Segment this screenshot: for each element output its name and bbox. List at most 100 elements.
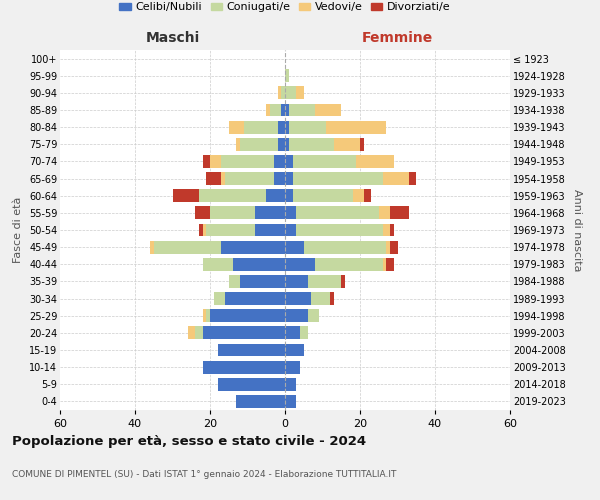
Bar bbox=[285, 104, 289, 117]
Bar bbox=[199, 224, 203, 236]
Bar bbox=[266, 104, 270, 117]
Bar bbox=[210, 206, 255, 220]
Bar bbox=[289, 138, 334, 150]
Bar bbox=[221, 172, 225, 185]
Bar bbox=[270, 104, 281, 117]
Y-axis label: Anni di nascita: Anni di nascita bbox=[572, 188, 583, 271]
Bar bbox=[285, 240, 304, 254]
Bar bbox=[203, 258, 233, 270]
Bar bbox=[255, 206, 285, 220]
Bar bbox=[203, 224, 206, 236]
Bar bbox=[281, 86, 285, 100]
Bar bbox=[379, 206, 390, 220]
Bar bbox=[285, 224, 296, 236]
Text: Popolazione per età, sesso e stato civile - 2024: Popolazione per età, sesso e stato civil… bbox=[12, 435, 366, 448]
Bar bbox=[315, 258, 383, 270]
Bar bbox=[289, 120, 326, 134]
Bar bbox=[150, 240, 154, 254]
Bar bbox=[330, 292, 334, 305]
Bar bbox=[214, 292, 225, 305]
Bar bbox=[285, 275, 308, 288]
Bar bbox=[296, 206, 379, 220]
Bar bbox=[225, 292, 285, 305]
Bar bbox=[300, 326, 308, 340]
Bar bbox=[326, 120, 386, 134]
Bar bbox=[285, 310, 308, 322]
Bar bbox=[255, 224, 285, 236]
Bar bbox=[383, 172, 409, 185]
Bar bbox=[285, 190, 293, 202]
Bar bbox=[274, 155, 285, 168]
Bar bbox=[221, 155, 274, 168]
Bar bbox=[229, 275, 240, 288]
Bar bbox=[285, 120, 289, 134]
Bar bbox=[285, 206, 296, 220]
Bar bbox=[233, 258, 285, 270]
Bar bbox=[311, 292, 330, 305]
Bar bbox=[199, 190, 266, 202]
Bar bbox=[206, 310, 210, 322]
Bar bbox=[285, 360, 300, 374]
Bar bbox=[285, 172, 293, 185]
Bar bbox=[244, 120, 277, 134]
Bar bbox=[240, 138, 277, 150]
Bar bbox=[240, 275, 285, 288]
Bar bbox=[218, 344, 285, 356]
Bar bbox=[203, 310, 206, 322]
Bar bbox=[277, 138, 285, 150]
Bar bbox=[187, 326, 195, 340]
Bar bbox=[285, 378, 296, 390]
Bar bbox=[296, 86, 304, 100]
Bar bbox=[229, 120, 244, 134]
Bar bbox=[293, 172, 383, 185]
Bar bbox=[360, 138, 364, 150]
Bar bbox=[195, 206, 210, 220]
Bar bbox=[315, 104, 341, 117]
Bar bbox=[225, 172, 274, 185]
Bar bbox=[409, 172, 416, 185]
Bar bbox=[296, 224, 383, 236]
Bar bbox=[154, 240, 221, 254]
Bar bbox=[236, 395, 285, 408]
Bar bbox=[308, 275, 341, 288]
Bar bbox=[293, 155, 356, 168]
Bar bbox=[195, 326, 203, 340]
Legend: Celibi/Nubili, Coniugati/e, Vedovi/e, Divorziati/e: Celibi/Nubili, Coniugati/e, Vedovi/e, Di… bbox=[115, 0, 455, 17]
Text: Femmine: Femmine bbox=[362, 31, 433, 45]
Bar bbox=[210, 155, 221, 168]
Bar bbox=[386, 240, 390, 254]
Bar bbox=[285, 86, 296, 100]
Bar bbox=[285, 326, 300, 340]
Y-axis label: Fasce di età: Fasce di età bbox=[13, 197, 23, 263]
Bar bbox=[285, 344, 304, 356]
Bar bbox=[218, 378, 285, 390]
Bar bbox=[304, 240, 386, 254]
Bar bbox=[289, 104, 315, 117]
Bar bbox=[285, 258, 315, 270]
Bar bbox=[383, 258, 386, 270]
Bar bbox=[206, 172, 221, 185]
Bar bbox=[203, 155, 210, 168]
Bar bbox=[390, 206, 409, 220]
Bar bbox=[221, 240, 285, 254]
Bar bbox=[285, 70, 289, 82]
Bar bbox=[285, 155, 293, 168]
Bar bbox=[341, 275, 345, 288]
Bar bbox=[266, 190, 285, 202]
Bar bbox=[281, 104, 285, 117]
Bar bbox=[308, 310, 319, 322]
Bar bbox=[285, 138, 289, 150]
Bar bbox=[173, 190, 199, 202]
Bar bbox=[383, 224, 390, 236]
Bar bbox=[277, 120, 285, 134]
Bar bbox=[364, 190, 371, 202]
Text: Maschi: Maschi bbox=[145, 31, 200, 45]
Bar bbox=[356, 155, 394, 168]
Bar bbox=[203, 360, 285, 374]
Bar bbox=[353, 190, 364, 202]
Bar bbox=[210, 310, 285, 322]
Bar bbox=[285, 292, 311, 305]
Bar bbox=[277, 86, 281, 100]
Bar bbox=[274, 172, 285, 185]
Bar bbox=[390, 240, 398, 254]
